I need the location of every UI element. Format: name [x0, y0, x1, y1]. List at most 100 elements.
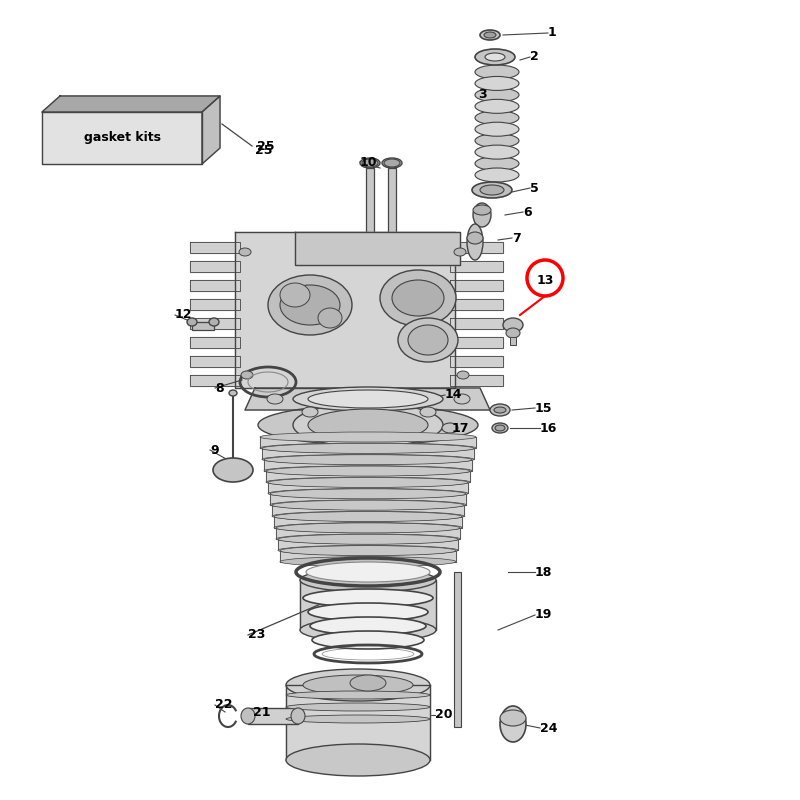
Ellipse shape: [268, 489, 468, 498]
Polygon shape: [450, 337, 503, 348]
Text: gasket kits: gasket kits: [83, 131, 161, 145]
Ellipse shape: [380, 270, 456, 326]
Ellipse shape: [209, 318, 219, 326]
Ellipse shape: [276, 534, 460, 544]
Text: 2: 2: [530, 50, 538, 63]
Text: 18: 18: [535, 566, 552, 578]
Text: 21: 21: [253, 706, 270, 718]
Ellipse shape: [241, 371, 253, 379]
Text: 24: 24: [540, 722, 558, 734]
Text: 23: 23: [248, 629, 266, 642]
Ellipse shape: [258, 405, 478, 445]
Bar: [248, 708, 298, 724]
Polygon shape: [450, 356, 503, 367]
Ellipse shape: [473, 205, 491, 215]
Ellipse shape: [286, 691, 430, 699]
Polygon shape: [190, 375, 240, 386]
Ellipse shape: [454, 394, 470, 404]
Text: 16: 16: [540, 422, 558, 434]
Polygon shape: [262, 448, 474, 459]
Ellipse shape: [268, 478, 468, 487]
Ellipse shape: [475, 77, 519, 90]
Polygon shape: [260, 437, 476, 448]
Ellipse shape: [291, 708, 305, 724]
Ellipse shape: [270, 500, 466, 510]
Ellipse shape: [382, 158, 402, 168]
Ellipse shape: [503, 318, 523, 332]
Polygon shape: [270, 494, 466, 505]
Polygon shape: [450, 280, 503, 291]
Ellipse shape: [270, 489, 466, 499]
Text: 19: 19: [535, 609, 552, 622]
Ellipse shape: [274, 522, 462, 533]
Ellipse shape: [473, 203, 491, 227]
Ellipse shape: [475, 134, 519, 148]
Text: 25: 25: [257, 139, 274, 153]
Ellipse shape: [262, 443, 474, 454]
Ellipse shape: [475, 168, 519, 182]
Polygon shape: [274, 517, 462, 527]
Ellipse shape: [500, 710, 526, 726]
Ellipse shape: [467, 224, 483, 260]
Ellipse shape: [286, 744, 430, 776]
Bar: [192, 322, 214, 330]
Ellipse shape: [260, 443, 476, 453]
Text: 14: 14: [445, 389, 462, 402]
Ellipse shape: [286, 715, 430, 723]
Polygon shape: [202, 96, 220, 164]
Ellipse shape: [268, 275, 352, 335]
Ellipse shape: [308, 390, 428, 408]
Ellipse shape: [264, 466, 472, 476]
Ellipse shape: [274, 511, 462, 522]
Polygon shape: [278, 539, 458, 550]
Polygon shape: [450, 299, 503, 310]
Ellipse shape: [490, 404, 510, 416]
Ellipse shape: [213, 458, 253, 482]
Ellipse shape: [272, 511, 464, 521]
Polygon shape: [276, 528, 460, 539]
Ellipse shape: [454, 248, 466, 256]
Ellipse shape: [384, 159, 400, 167]
Ellipse shape: [276, 523, 460, 533]
Polygon shape: [286, 685, 430, 760]
Ellipse shape: [472, 182, 512, 198]
Ellipse shape: [272, 500, 464, 510]
Polygon shape: [280, 550, 456, 562]
Ellipse shape: [303, 589, 433, 607]
Ellipse shape: [492, 423, 508, 433]
Ellipse shape: [312, 631, 424, 649]
Ellipse shape: [475, 110, 519, 125]
Text: 13: 13: [536, 274, 554, 286]
Ellipse shape: [308, 409, 428, 441]
Text: 12: 12: [175, 309, 193, 322]
Polygon shape: [245, 388, 490, 410]
Ellipse shape: [495, 425, 505, 431]
Ellipse shape: [264, 454, 472, 465]
Ellipse shape: [318, 308, 342, 328]
Polygon shape: [272, 505, 464, 516]
Polygon shape: [450, 318, 503, 329]
Polygon shape: [42, 96, 220, 112]
Text: 1: 1: [548, 26, 557, 39]
Ellipse shape: [308, 603, 428, 621]
Ellipse shape: [280, 283, 310, 307]
Ellipse shape: [398, 318, 458, 362]
Ellipse shape: [475, 145, 519, 159]
Ellipse shape: [475, 122, 519, 136]
Polygon shape: [190, 318, 240, 329]
Ellipse shape: [475, 88, 519, 102]
Polygon shape: [42, 112, 202, 164]
Ellipse shape: [310, 617, 426, 635]
Ellipse shape: [475, 157, 519, 170]
Ellipse shape: [300, 568, 436, 592]
Polygon shape: [295, 232, 460, 265]
Text: 5: 5: [530, 182, 538, 194]
Ellipse shape: [241, 708, 255, 724]
Ellipse shape: [303, 675, 413, 695]
Ellipse shape: [475, 99, 519, 114]
Bar: [366, 168, 374, 258]
Ellipse shape: [494, 407, 506, 413]
Text: 15: 15: [535, 402, 553, 414]
Ellipse shape: [362, 159, 378, 167]
Ellipse shape: [266, 477, 470, 487]
